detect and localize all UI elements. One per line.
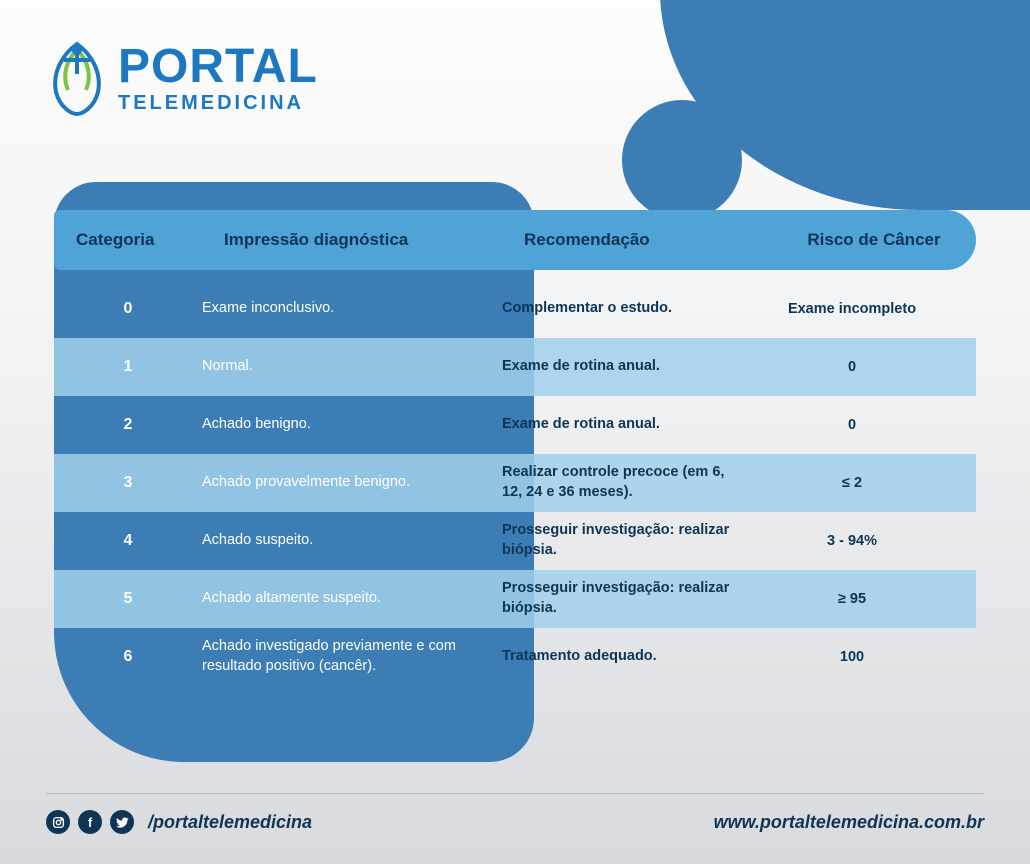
- cell-risco: ≤ 2: [752, 475, 952, 491]
- cell-risco: 100: [752, 649, 952, 665]
- col-header-risco: Risco de Câncer: [774, 230, 974, 250]
- table-row: 6Achado investigado previamente e com re…: [54, 628, 976, 686]
- table-row: 0Exame inconclusivo.Complementar o estud…: [54, 280, 976, 338]
- footer: f /portaltelemedicina www.portaltelemedi…: [46, 810, 984, 834]
- corner-blob: [660, 0, 1030, 210]
- table-body: 0Exame inconclusivo.Complementar o estud…: [54, 280, 976, 686]
- table-row: 1Normal.Exame de rotina anual.0: [54, 338, 976, 396]
- instagram-icon[interactable]: [46, 810, 70, 834]
- cell-risco: ≥ 95: [752, 591, 952, 607]
- cell-categoria: 2: [54, 416, 202, 434]
- twitter-icon[interactable]: [110, 810, 134, 834]
- cell-impressao: Normal.: [202, 357, 502, 377]
- table-header-row: Categoria Impressão diagnóstica Recomend…: [54, 210, 976, 270]
- cell-recomendacao: Prosseguir investigação: realizar biópsi…: [502, 521, 752, 560]
- cell-recomendacao: Exame de rotina anual.: [502, 357, 752, 377]
- cell-impressao: Achado benigno.: [202, 415, 502, 435]
- col-header-impressao: Impressão diagnóstica: [224, 230, 524, 250]
- brand-logo: PORTAL TELEMEDICINA: [46, 40, 318, 116]
- facebook-icon[interactable]: f: [78, 810, 102, 834]
- cell-recomendacao: Complementar o estudo.: [502, 299, 752, 319]
- logo-mark-icon: [46, 40, 108, 116]
- table-row: 2Achado benigno.Exame de rotina anual.0: [54, 396, 976, 454]
- cell-impressao: Achado altamente suspeito.: [202, 589, 502, 609]
- table-row: 3Achado provavelmente benigno.Realizar c…: [54, 454, 976, 512]
- cell-recomendacao: Exame de rotina anual.: [502, 415, 752, 435]
- cell-risco: 0: [752, 417, 952, 433]
- cell-impressao: Achado provavelmente benigno.: [202, 473, 502, 493]
- cell-risco: 3 - 94%: [752, 533, 952, 549]
- col-header-recomendacao: Recomendação: [524, 230, 774, 250]
- social-handle[interactable]: /portaltelemedicina: [148, 812, 312, 833]
- cell-recomendacao: Prosseguir investigação: realizar biópsi…: [502, 579, 752, 618]
- footer-divider: [46, 793, 984, 794]
- cell-categoria: 1: [54, 358, 202, 376]
- col-header-categoria: Categoria: [76, 230, 224, 250]
- website-url[interactable]: www.portaltelemedicina.com.br: [714, 812, 984, 833]
- cell-impressao: Achado investigado previamente e com res…: [202, 637, 502, 676]
- classification-table: Categoria Impressão diagnóstica Recomend…: [54, 210, 976, 686]
- cell-recomendacao: Realizar controle precoce (em 6, 12, 24 …: [502, 463, 752, 502]
- logo-subtitle: TELEMEDICINA: [118, 93, 318, 113]
- table-row: 4Achado suspeito.Prosseguir investigação…: [54, 512, 976, 570]
- cell-categoria: 3: [54, 474, 202, 492]
- cell-categoria: 5: [54, 590, 202, 608]
- cell-impressao: Achado suspeito.: [202, 531, 502, 551]
- cell-categoria: 4: [54, 532, 202, 550]
- cell-categoria: 6: [54, 648, 202, 666]
- table-row: 5Achado altamente suspeito.Prosseguir in…: [54, 570, 976, 628]
- cell-categoria: 0: [54, 300, 202, 318]
- cell-impressao: Exame inconclusivo.: [202, 299, 502, 319]
- logo-title: PORTAL: [118, 43, 318, 91]
- cell-risco: Exame incompleto: [752, 301, 952, 317]
- social-links: f /portaltelemedicina: [46, 810, 312, 834]
- cell-risco: 0: [752, 359, 952, 375]
- cell-recomendacao: Tratamento adequado.: [502, 647, 752, 667]
